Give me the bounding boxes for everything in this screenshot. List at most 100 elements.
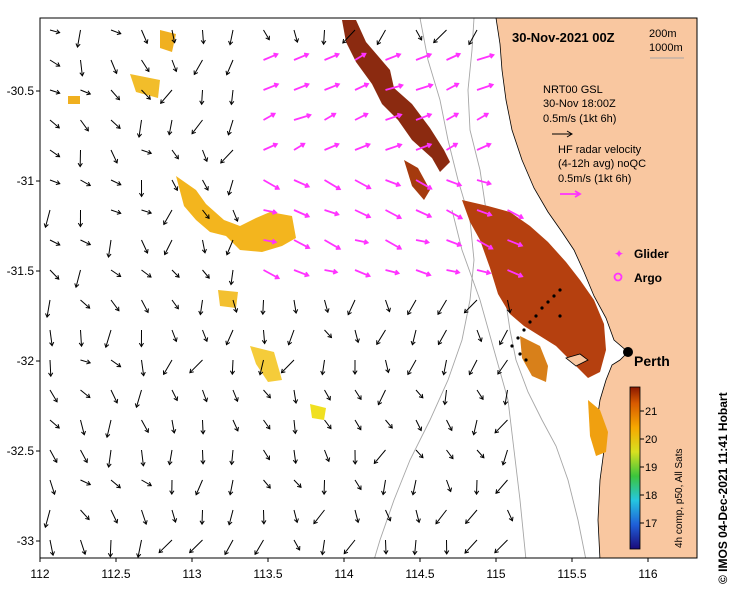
current-arrow — [261, 329, 267, 345]
current-arrow — [293, 269, 310, 278]
current-arrow — [49, 149, 61, 158]
glider-legend-label: Glider — [634, 247, 669, 261]
contour-1000m-b — [451, 209, 527, 558]
current-arrow — [468, 359, 478, 376]
current-arrow — [498, 329, 508, 346]
current-arrow — [224, 539, 234, 556]
current-arrow — [263, 449, 270, 461]
current-arrow — [383, 539, 389, 555]
current-arrow — [354, 329, 360, 344]
gsl-legend-arrow — [552, 130, 573, 138]
colorbar-tick: 18 — [645, 490, 657, 502]
current-arrow — [141, 149, 153, 155]
current-arrow — [263, 112, 277, 121]
map-title: 30-Nov-2021 00Z — [512, 30, 615, 45]
current-arrow — [80, 539, 87, 556]
current-arrow — [80, 89, 92, 96]
sst-patch-west-eddy — [176, 176, 296, 252]
current-arrow — [293, 239, 311, 250]
current-arrow — [171, 329, 178, 343]
current-arrow — [415, 209, 433, 219]
sst-patch-south-b — [310, 404, 326, 420]
current-arrow — [141, 299, 149, 314]
current-arrow — [225, 239, 234, 256]
current-arrow — [227, 509, 234, 526]
current-arrow — [376, 29, 386, 46]
contour-1000m-label: 1000m — [649, 42, 683, 54]
sst-patch-tiny — [68, 96, 80, 104]
current-arrow — [385, 359, 391, 374]
current-arrow — [141, 479, 153, 487]
current-arrow — [324, 52, 341, 61]
current-arrow — [107, 539, 113, 558]
current-arrow — [324, 142, 340, 151]
current-arrow — [446, 112, 460, 121]
current-arrow — [80, 239, 92, 246]
current-arrow — [324, 419, 332, 430]
current-arrow — [49, 119, 60, 129]
current-arrow — [476, 142, 492, 151]
sst-patch-coastal-far-south — [588, 400, 608, 456]
colorbar-tick: 17 — [645, 518, 657, 530]
current-arrow — [441, 359, 447, 376]
current-arrow — [141, 59, 150, 73]
current-arrow — [141, 29, 149, 45]
current-arrow — [407, 299, 417, 316]
current-arrow — [263, 479, 271, 489]
model-current-arrows — [43, 29, 514, 558]
current-arrow — [189, 539, 203, 554]
current-arrow — [293, 179, 311, 188]
current-arrow — [228, 269, 234, 286]
current-arrow — [476, 112, 490, 121]
current-arrow — [140, 359, 146, 377]
current-arrow — [385, 419, 393, 429]
current-arrow — [49, 269, 60, 280]
current-arrow — [293, 389, 299, 404]
current-arrow — [225, 59, 234, 76]
current-arrow — [105, 419, 112, 439]
current-arrow — [171, 269, 180, 278]
plot-frame — [39, 17, 698, 559]
current-arrow — [446, 239, 463, 248]
current-arrow — [191, 119, 203, 135]
land-mass — [495, 18, 697, 558]
current-arrow — [320, 359, 326, 376]
current-arrow — [433, 29, 447, 44]
current-arrow — [464, 539, 478, 554]
current-arrow — [45, 299, 51, 319]
current-arrow — [195, 479, 203, 496]
sst-patch-coastal-leeuwin — [462, 200, 606, 378]
current-arrow — [226, 119, 234, 136]
current-arrow — [354, 82, 370, 91]
gsl-legend-line1: NRT00 GSL — [543, 84, 603, 96]
current-arrow — [171, 29, 177, 44]
perth-marker — [623, 347, 633, 357]
current-arrow — [79, 59, 85, 77]
current-arrow — [385, 179, 402, 188]
current-arrow — [352, 359, 358, 375]
current-arrow — [171, 389, 179, 402]
current-arrow — [352, 449, 358, 465]
current-arrow — [376, 329, 386, 346]
current-arrow — [415, 419, 423, 432]
argo-legend-marker — [613, 272, 623, 282]
current-arrow — [220, 149, 234, 164]
current-arrow — [292, 449, 298, 465]
current-arrow — [377, 389, 386, 406]
current-arrow — [106, 449, 112, 468]
current-arrow — [141, 239, 149, 254]
current-arrow — [200, 419, 206, 435]
current-arrow — [293, 299, 299, 314]
current-arrow — [410, 329, 417, 346]
sst-patch-west-small — [160, 30, 176, 52]
contour-200m — [467, 18, 587, 558]
current-arrow — [494, 419, 508, 434]
current-arrow — [442, 389, 448, 406]
current-arrow — [171, 299, 179, 310]
current-arrow — [49, 479, 57, 496]
current-arrow — [324, 268, 339, 275]
current-arrow — [110, 389, 119, 404]
current-arrow — [110, 209, 122, 215]
current-arrow — [106, 239, 112, 258]
hf-legend-line1: HF radar velocity — [558, 144, 642, 156]
